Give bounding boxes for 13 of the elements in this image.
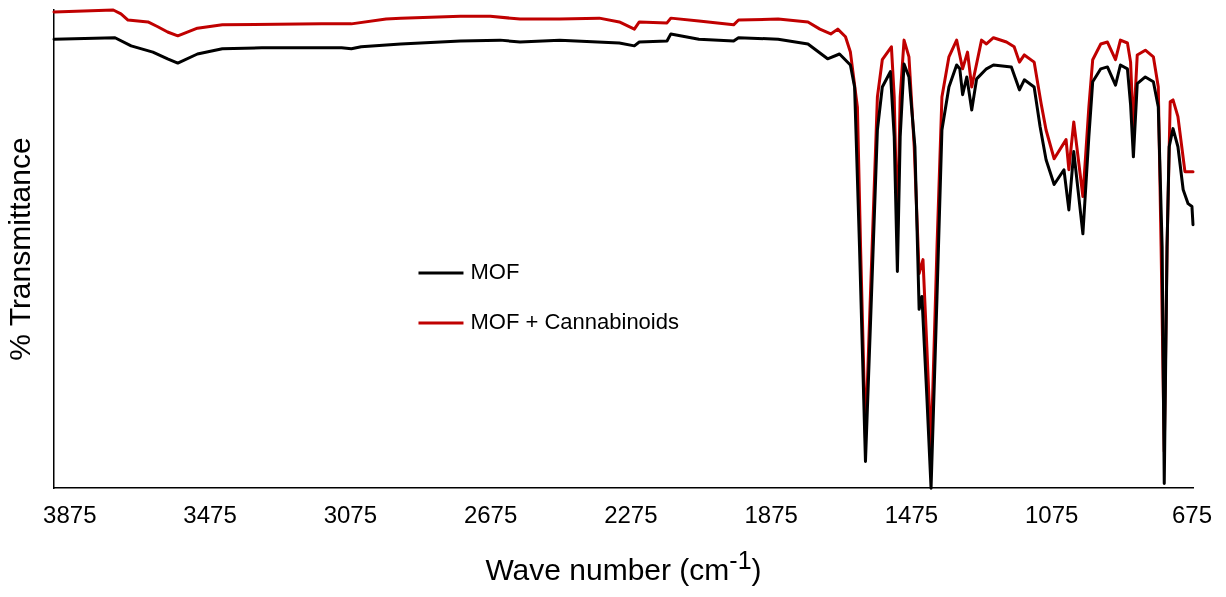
- x-axis-title: Wave number (cm$^{-1}$): [485, 546, 762, 588]
- x-tick-label: 1875: [744, 501, 798, 529]
- x-tick-label: 3475: [183, 501, 237, 529]
- x-tick-label: 1075: [1024, 501, 1079, 529]
- x-tick-label: 3875: [43, 501, 97, 529]
- x-tick-label: 1475: [884, 501, 939, 529]
- x-tick-label: 675: [1171, 501, 1212, 529]
- x-tick-label: 2275: [604, 501, 658, 529]
- x-tick-label: 2675: [463, 501, 518, 529]
- legend-label: MOF + Cannabinoids: [470, 309, 679, 335]
- legend-label: MOF: [470, 259, 520, 285]
- x-tick-label: 3075: [323, 501, 378, 529]
- y-axis-title: % Transmittance: [3, 137, 37, 361]
